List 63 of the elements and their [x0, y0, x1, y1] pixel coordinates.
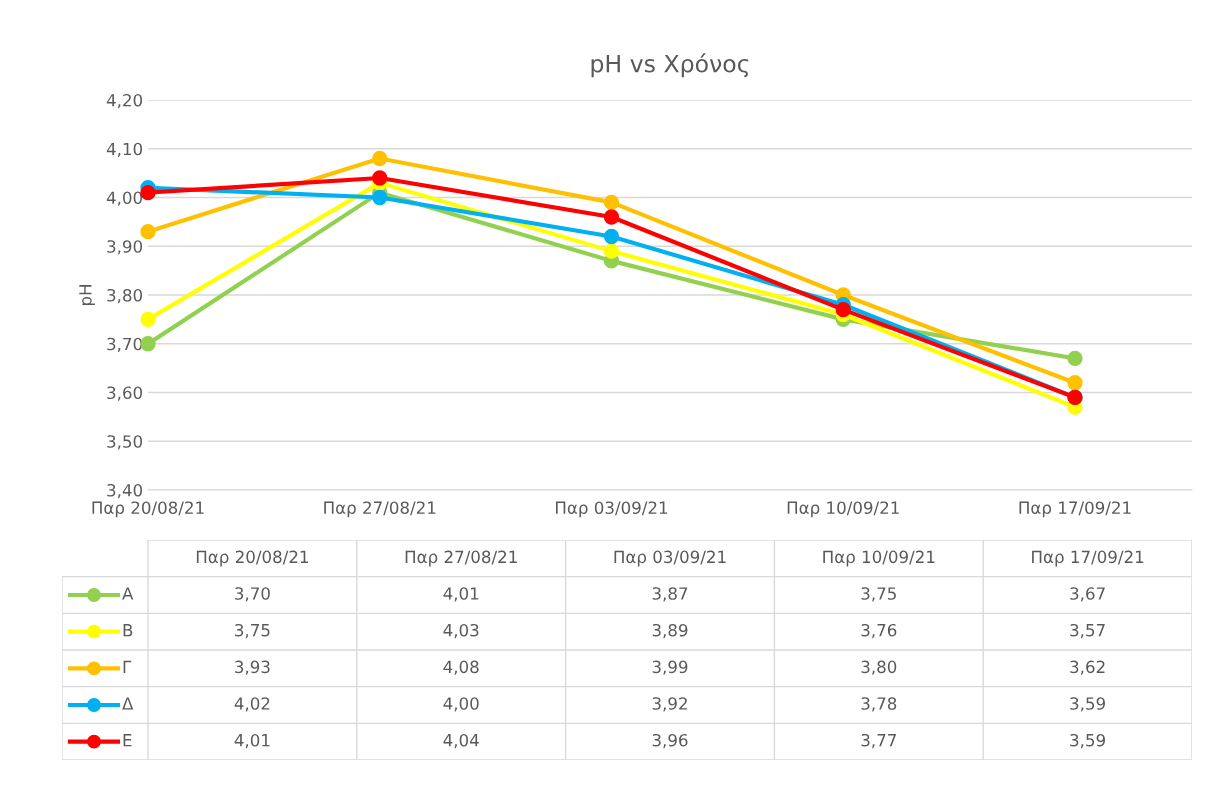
data-label: 3,75	[235, 623, 270, 639]
y-tick-label: 4,00	[106, 191, 143, 206]
data-label: 4,01	[443, 587, 479, 602]
data-label: 3,78	[861, 697, 897, 712]
data-label: 4,03	[443, 623, 479, 639]
data-label: 3,59	[1070, 733, 1105, 749]
legend-label: A	[122, 587, 134, 600]
data-label: 3,57	[1070, 623, 1105, 639]
point	[140, 184, 156, 201]
point	[1067, 350, 1083, 367]
data-label: 3,76	[861, 623, 897, 639]
data-label: 3,70	[235, 587, 270, 602]
data-label: 4,01	[234, 733, 270, 749]
legend-label: Γ	[123, 660, 132, 673]
data-label: 4,04	[443, 733, 479, 749]
point	[603, 209, 620, 225]
point	[372, 189, 388, 206]
point	[140, 223, 156, 240]
point	[372, 170, 388, 186]
y-tick-label: 3,80	[107, 288, 143, 304]
category-label: Παρ 20/08/21	[196, 550, 308, 567]
y-tick-label: 3,60	[107, 386, 143, 401]
category-label: Παρ 03/09/21	[614, 550, 726, 567]
point	[603, 228, 620, 245]
y-tick-label: 4,20	[106, 93, 143, 109]
x-tick-label: Παρ 27/08/21	[324, 501, 436, 518]
y-tick-label: 3,40	[107, 483, 143, 499]
data-label: 3,59	[1070, 697, 1105, 712]
category-label: Παρ 27/08/21	[405, 550, 517, 567]
chart-title: pH vs Χρόνος	[591, 53, 749, 78]
x-tick-label: Παρ 03/09/21	[556, 501, 668, 518]
data-label: 3,92	[652, 697, 687, 712]
x-tick-label: Παρ 20/08/21	[92, 501, 204, 518]
data-label: 3,89	[652, 623, 688, 639]
data-label: 3,62	[1070, 660, 1105, 675]
x-tick-label: Παρ 17/09/21	[1019, 501, 1131, 518]
legend-label: E	[123, 734, 132, 747]
data-label: 3,87	[652, 587, 688, 602]
data-label: 3,67	[1070, 587, 1105, 602]
data-label: 3,93	[235, 660, 270, 675]
point	[1067, 375, 1083, 391]
y-axis-title: pH	[79, 285, 95, 306]
data-label: 4,08	[443, 660, 479, 675]
point	[835, 301, 851, 318]
y-tick-label: 3,50	[107, 435, 143, 450]
legend-label: Δ	[122, 697, 134, 710]
data-label: 3,80	[861, 660, 897, 675]
point	[372, 150, 388, 167]
category-label: Παρ 10/09/21	[823, 550, 935, 567]
data-label: 4,00	[443, 697, 479, 712]
data-label: 3,77	[861, 733, 896, 749]
data-label: 3,96	[652, 733, 688, 749]
data-label: 4,02	[234, 697, 270, 712]
x-tick-label: Παρ 10/09/21	[787, 501, 899, 518]
point	[603, 194, 620, 211]
data-label: 3,99	[652, 660, 688, 675]
category-label: Παρ 17/09/21	[1032, 550, 1144, 567]
y-tick-label: 3,90	[107, 240, 143, 255]
point	[140, 311, 156, 328]
legend-label: B	[123, 624, 133, 637]
point	[603, 243, 620, 259]
data-label: 3,75	[861, 587, 896, 602]
y-tick-label: 4,10	[106, 142, 143, 158]
